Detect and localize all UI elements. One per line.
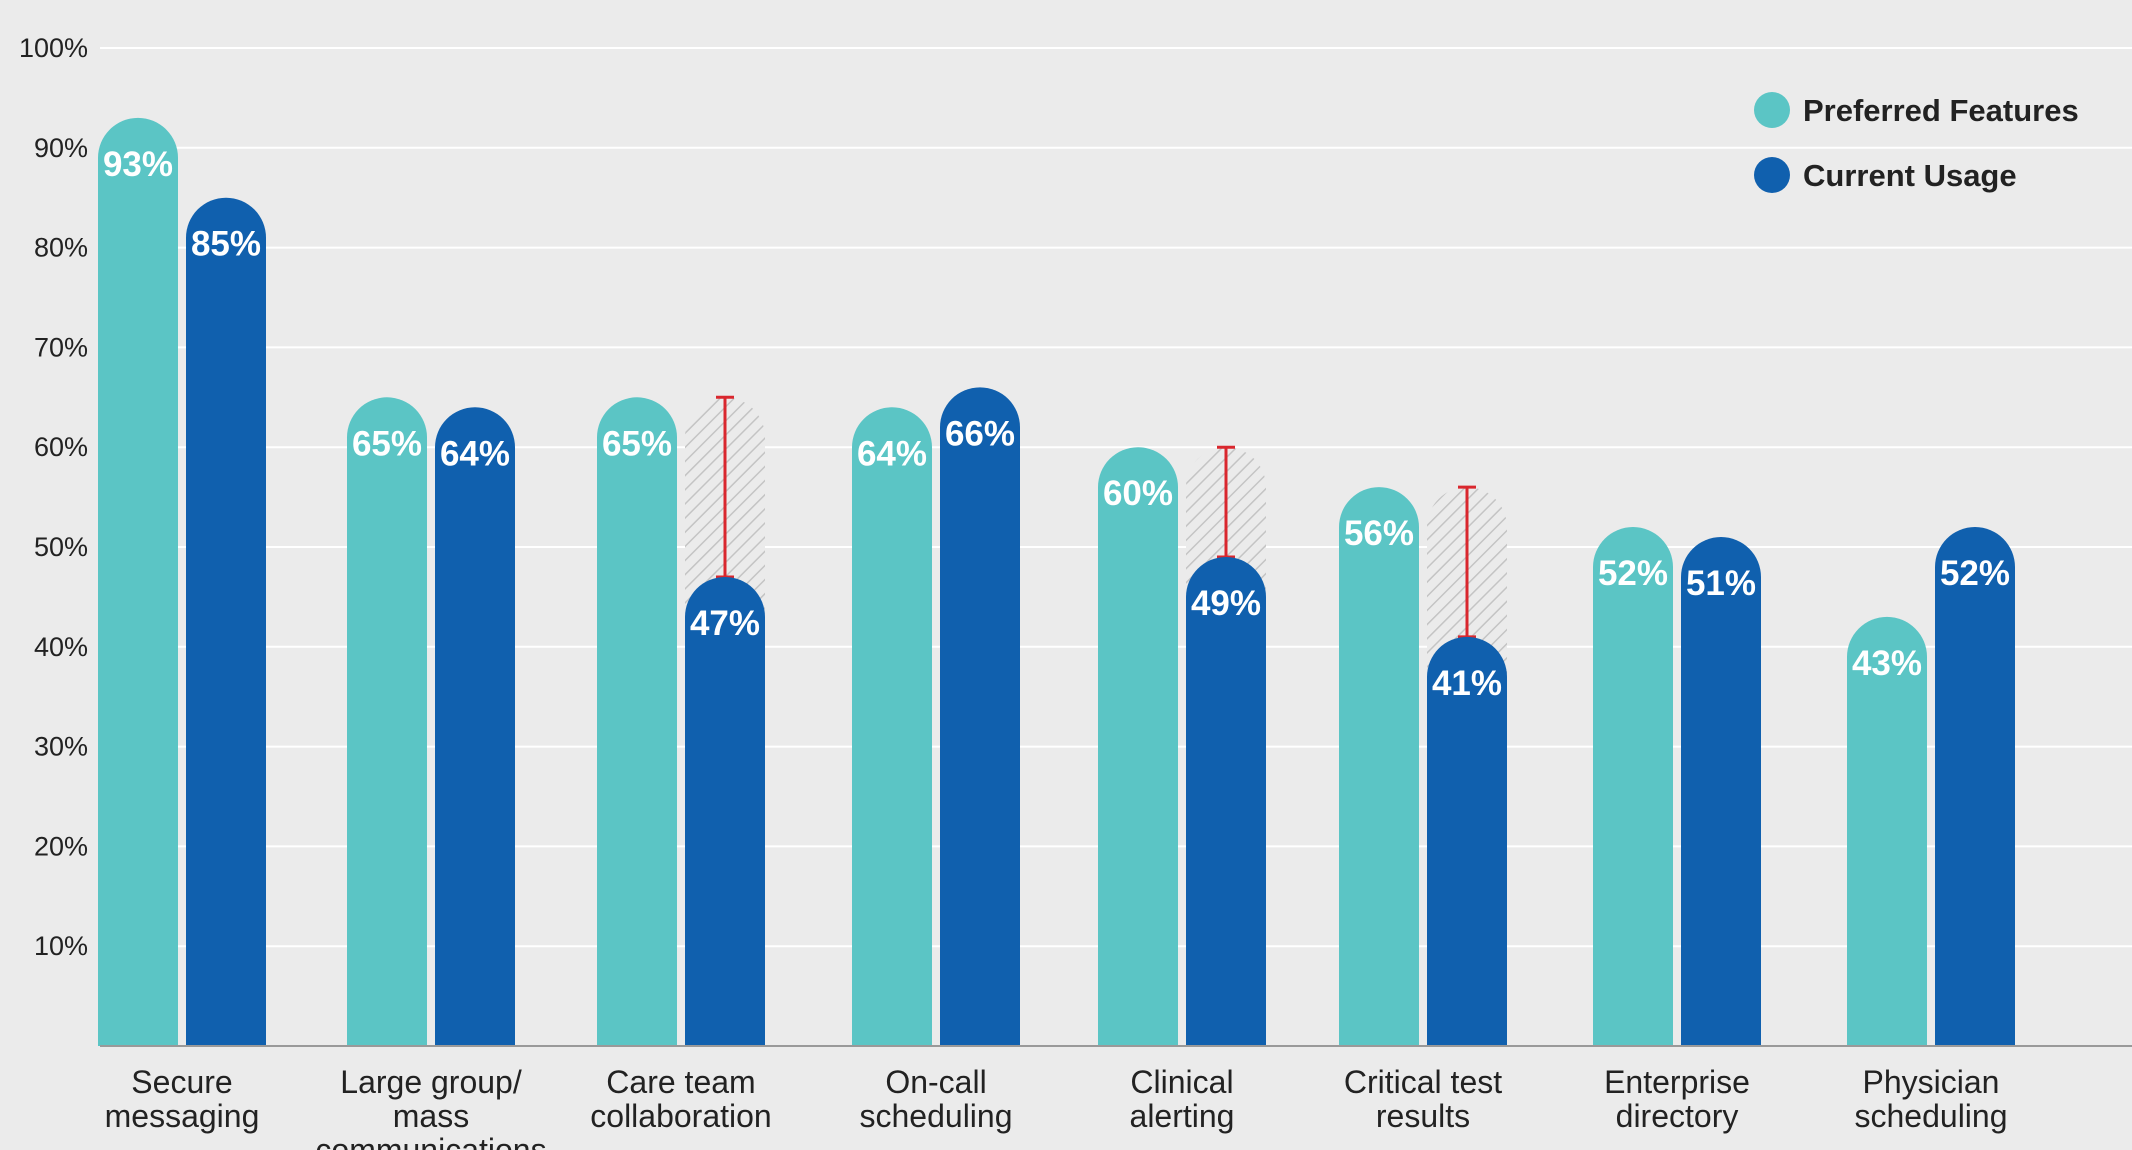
bar-preferred <box>852 407 932 1046</box>
category-label: Enterprise directory <box>1604 1064 1750 1134</box>
bar-current <box>685 576 765 1046</box>
value-label-current: 64% <box>440 434 510 473</box>
legend-label-current: Current Usage <box>1803 158 2017 193</box>
bars <box>98 117 2015 1047</box>
category-label: Critical test results <box>1344 1064 1502 1134</box>
bar-preferred <box>597 397 677 1046</box>
y-tick-label: 40% <box>34 632 88 662</box>
value-label-preferred: 52% <box>1598 554 1668 593</box>
value-label-preferred: 65% <box>352 424 422 463</box>
category-label: On-call scheduling <box>860 1064 1013 1134</box>
value-label-preferred: 93% <box>103 145 173 184</box>
value-label-current: 66% <box>945 414 1015 453</box>
value-label-current: 51% <box>1686 564 1756 603</box>
bar-current <box>1935 527 2015 1046</box>
value-label-current: 85% <box>191 225 261 264</box>
legend-label-preferred: Preferred Features <box>1803 93 2079 128</box>
value-label-preferred: 43% <box>1852 644 1922 683</box>
bar-current <box>435 407 515 1046</box>
legend: Preferred Features Current Usage <box>1754 92 2079 193</box>
value-label-preferred: 65% <box>602 424 672 463</box>
bar-preferred <box>1847 616 1927 1046</box>
bar-preferred <box>1339 487 1419 1047</box>
bar-current <box>1186 556 1266 1046</box>
value-labels: 93% 85% 65% 64% 65% 47% 64% 66% 60% 49% 56% 41% 52% 5… <box>103 145 2010 703</box>
bar-current <box>186 197 266 1046</box>
y-tick-label: 60% <box>34 432 88 462</box>
value-label-current: 52% <box>1940 554 2010 593</box>
value-label-preferred: 56% <box>1344 514 1414 553</box>
bar-current <box>1427 636 1507 1046</box>
bar-preferred <box>1593 527 1673 1046</box>
y-tick-label: 30% <box>34 732 88 762</box>
gap-highlights <box>685 395 1507 677</box>
bar-current <box>940 387 1020 1046</box>
bar-preferred <box>98 117 178 1047</box>
value-label-preferred: 60% <box>1103 474 1173 513</box>
bar-preferred <box>347 397 427 1046</box>
legend-swatch-preferred <box>1754 92 1790 128</box>
y-tick-label: 50% <box>34 532 88 562</box>
value-label-current: 49% <box>1191 584 1261 623</box>
category-label: Care team collaboration <box>590 1064 771 1134</box>
category-label: Clinical alerting <box>1130 1064 1235 1134</box>
y-tick-label: 10% <box>34 931 88 961</box>
value-label-preferred: 64% <box>857 434 927 473</box>
category-label: Physician scheduling <box>1855 1064 2008 1134</box>
y-tick-label: 20% <box>34 831 88 861</box>
y-tick-label: 100% <box>19 33 88 63</box>
category-label: Large group/mass communications <box>315 1064 546 1150</box>
y-axis: 10% 20% 30% 40% 50% 60% 70% 80% 90% 100% <box>19 33 2132 1047</box>
legend-swatch-current <box>1754 157 1790 193</box>
value-label-current: 41% <box>1432 664 1502 703</box>
bar-preferred <box>1098 447 1178 1046</box>
y-tick-label: 90% <box>34 133 88 163</box>
y-tick-label: 80% <box>34 233 88 263</box>
y-tick-label: 70% <box>34 332 88 362</box>
bar-current <box>1681 537 1761 1046</box>
category-label: Secure messaging <box>105 1064 260 1134</box>
value-label-current: 47% <box>690 604 760 643</box>
x-axis: Secure messaging Large group/mass communica… <box>105 1064 2008 1150</box>
